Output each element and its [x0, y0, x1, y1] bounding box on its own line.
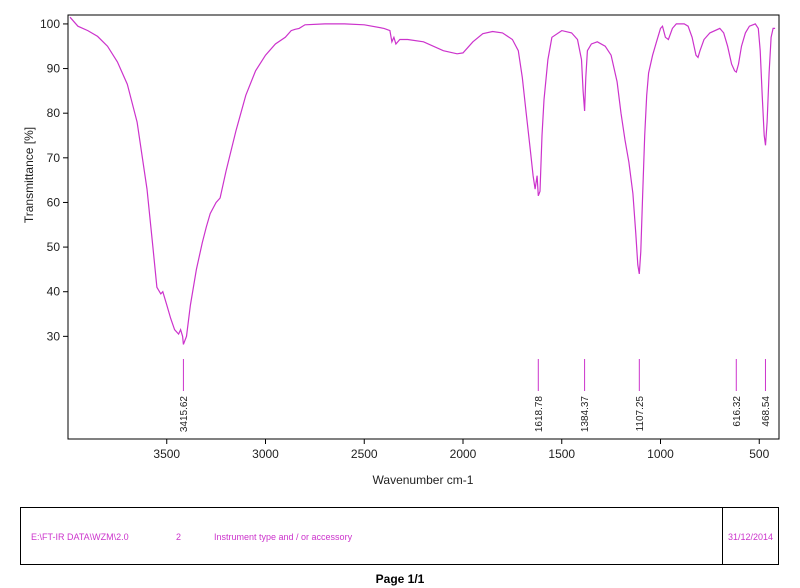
x-tick-label: 3000 [252, 447, 279, 461]
footer-file-path: E:\FT-IR DATA\WZM\2.0 [31, 532, 129, 542]
page-label: Page 1/1 [375, 572, 425, 586]
y-tick-label: 70 [47, 151, 61, 165]
peak-markers: 3415.62 1618.78 1384.37 1107.25 616.32 468.54 [179, 359, 772, 432]
x-tick-label: 500 [749, 447, 769, 461]
y-axis-ticks: 30 40 50 60 70 80 90 100 [40, 17, 68, 343]
x-tick-label: 2500 [351, 447, 378, 461]
peak-label: 616.32 [732, 396, 743, 427]
y-tick-label: 50 [47, 240, 61, 254]
ftir-spectrum-chart: 30 40 50 60 70 80 90 100 3500 3000 2500 2000 1500 10… [22, 14, 780, 487]
x-tick-label: 1000 [647, 447, 674, 461]
footer-date: 31/12/2014 [728, 532, 774, 542]
footer-info-box: E:\FT-IR DATA\WZM\2.0 2 Instrument type … [20, 507, 779, 565]
y-tick-label: 40 [47, 285, 61, 299]
peak-label: 3415.62 [179, 396, 190, 433]
y-tick-label: 100 [40, 17, 60, 31]
x-tick-label: 1500 [548, 447, 575, 461]
footer-instrument: Instrument type and / or accessory [214, 532, 353, 542]
footer-divider [722, 508, 723, 564]
peak-label: 1618.78 [534, 396, 545, 433]
x-axis-ticks: 3500 3000 2500 2000 1500 1000 500 [153, 439, 770, 461]
y-tick-label: 80 [47, 106, 61, 120]
x-tick-label: 2000 [450, 447, 477, 461]
peak-label: 1384.37 [580, 396, 591, 433]
footer-sample-number: 2 [176, 532, 182, 542]
peak-label: 1107.25 [635, 396, 646, 432]
plot-frame [67, 14, 780, 440]
x-axis-title: Wavenumber cm-1 [373, 473, 474, 487]
peak-label: 468.54 [761, 396, 772, 427]
y-tick-label: 30 [47, 329, 61, 343]
x-tick-label: 3500 [153, 447, 180, 461]
y-tick-label: 60 [47, 195, 61, 209]
spectrum-line [69, 16, 776, 345]
y-axis-title: Transmittance [%] [22, 127, 36, 223]
y-tick-label: 90 [47, 62, 61, 76]
